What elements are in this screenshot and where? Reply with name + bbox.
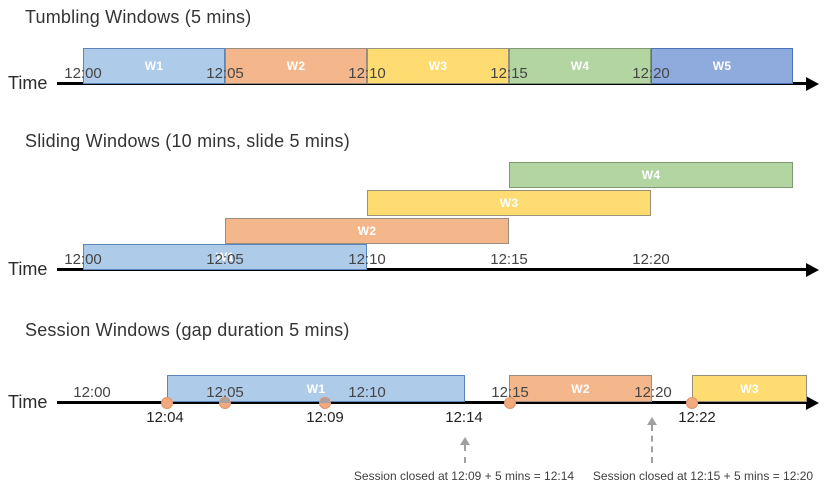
tick-label: 12:10: [348, 251, 386, 268]
window-label: W2: [571, 381, 590, 396]
tick-label: 12:10: [348, 384, 386, 401]
window-w2: W2: [509, 375, 652, 402]
tick-label: 12:20: [632, 65, 670, 82]
window-w4: W4: [509, 162, 793, 188]
axis-arrowhead-icon: [806, 395, 819, 410]
window-w3: W3: [367, 190, 651, 216]
event-dot: [319, 397, 331, 409]
window-label: W2: [357, 224, 377, 238]
window-label: W4: [570, 59, 590, 73]
window-w4: W4: [509, 48, 651, 84]
window-label: W2: [286, 59, 306, 73]
section-title-tumbling: Tumbling Windows (5 mins): [25, 7, 252, 27]
window-w3: W3: [692, 375, 807, 402]
dashed-up-arrow-line: [651, 425, 653, 463]
tick-label: 12:10: [348, 65, 386, 82]
window-label: W3: [428, 59, 448, 73]
window-label: W3: [740, 381, 759, 396]
tick-label: 12:00: [64, 65, 102, 82]
window-w2: W2: [225, 48, 367, 84]
time-axis-label: Time: [8, 392, 48, 412]
event-dot: [161, 397, 173, 409]
tick-label: 12:00: [64, 251, 102, 268]
timeline-axis: [57, 262, 819, 277]
event-dot: [219, 397, 231, 409]
time-axis-label: Time: [8, 259, 48, 279]
dashed-up-arrow-head-icon: [460, 437, 470, 445]
dashed-up-arrow-head-icon: [647, 417, 657, 425]
tick-label: 12:15: [491, 384, 529, 401]
window-label: W5: [712, 59, 732, 73]
timeline-axis: [57, 395, 819, 410]
tick-label: 12:20: [634, 384, 672, 401]
event-dot: [686, 397, 698, 409]
window-w3: W3: [367, 48, 509, 84]
window-w5: W5: [651, 48, 793, 84]
section-title-session: Session Windows (gap duration 5 mins): [25, 320, 350, 340]
axis-arrowhead-icon: [806, 76, 819, 91]
event-time-label: 12:14: [445, 409, 483, 426]
window-w1: W1: [167, 375, 465, 402]
tick-label: 12:15: [490, 251, 528, 268]
tick-label: 12:15: [490, 65, 528, 82]
axis-arrowhead-icon: [806, 262, 819, 277]
event-dot: [504, 397, 516, 409]
tick-label: 12:20: [632, 251, 670, 268]
window-w1: W1: [83, 48, 225, 84]
window-label: W1: [215, 250, 235, 264]
tick-label: 12:05: [206, 65, 244, 82]
event-time-label: 12:04: [146, 409, 184, 426]
session-closed-annotation: Session closed at 12:09 + 5 mins = 12:14: [353, 469, 575, 483]
session-closed-annotation: Session closed at 12:15 + 5 mins = 12:20: [592, 469, 814, 483]
window-label: W4: [641, 168, 661, 182]
event-time-label: 12:22: [678, 409, 716, 426]
tick-label: 12:00: [73, 384, 111, 401]
window-w1: W1: [83, 244, 367, 270]
tick-label: 12:05: [206, 251, 244, 268]
section-title-sliding: Sliding Windows (10 mins, slide 5 mins): [25, 131, 350, 151]
dashed-up-arrow-line: [464, 445, 466, 463]
window-label: W1: [306, 381, 326, 396]
time-axis-label: Time: [8, 73, 48, 93]
event-time-label: 12:09: [306, 409, 344, 426]
tick-label: 12:05: [206, 384, 244, 401]
window-label: W1: [144, 59, 164, 73]
window-w2: W2: [225, 218, 509, 244]
window-label: W3: [499, 196, 519, 210]
